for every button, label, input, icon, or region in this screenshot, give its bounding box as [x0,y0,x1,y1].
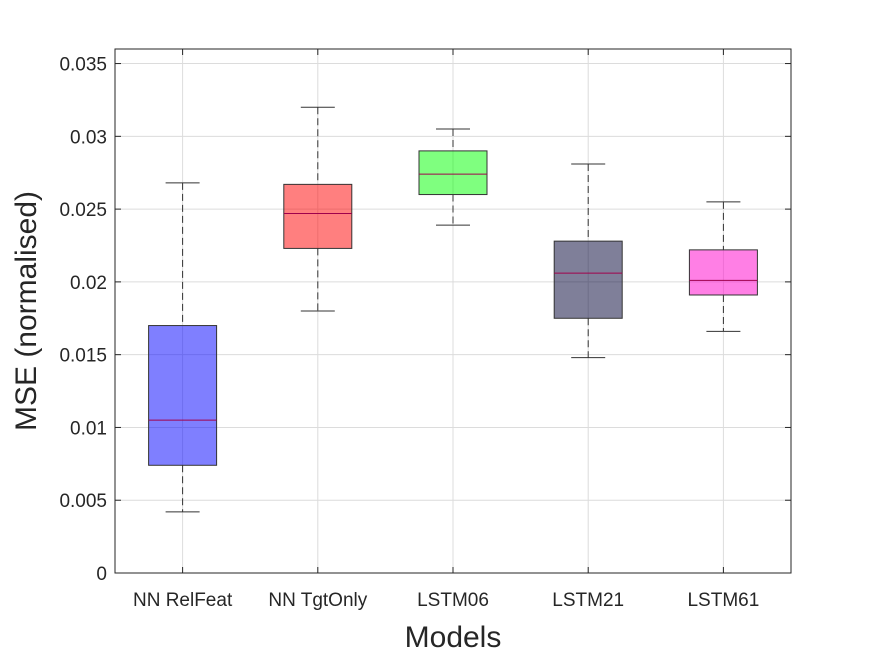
iqr-box [418,150,488,196]
y-tick-label: 0.035 [59,55,107,76]
box-group [553,163,623,359]
x-axis-title: Models [405,621,502,654]
y-tick-label: 0.025 [59,200,107,221]
iqr-box [283,183,353,249]
iqr-box [148,325,218,466]
y-tick-label: 0.015 [59,346,107,367]
y-tick-label: 0.02 [70,273,107,294]
box-group [283,106,353,312]
box-group [688,201,758,332]
y-tick-label: 0.01 [70,418,107,439]
boxes-layer [148,106,758,513]
y-axis-title: MSE (normalised) [10,191,43,431]
x-tick-label: NN TgtOnly [268,590,367,611]
x-tick-label: LSTM61 [687,590,759,611]
x-tick-label: NN RelFeat [133,590,233,611]
y-tick-label: 0.03 [70,127,107,148]
y-tick-label: 0.005 [59,491,107,512]
iqr-box [688,249,758,296]
box-group [148,182,218,513]
box-group [418,128,488,226]
ticks-layer: 0 0.005 0.01 0.015 0.02 0.025 0.03 0.035 NN RelF… [59,49,791,611]
y-tick-label: 0 [96,564,107,585]
iqr-box [553,240,623,319]
x-tick-label: LSTM06 [417,590,489,611]
x-tick-label: LSTM21 [552,590,624,611]
